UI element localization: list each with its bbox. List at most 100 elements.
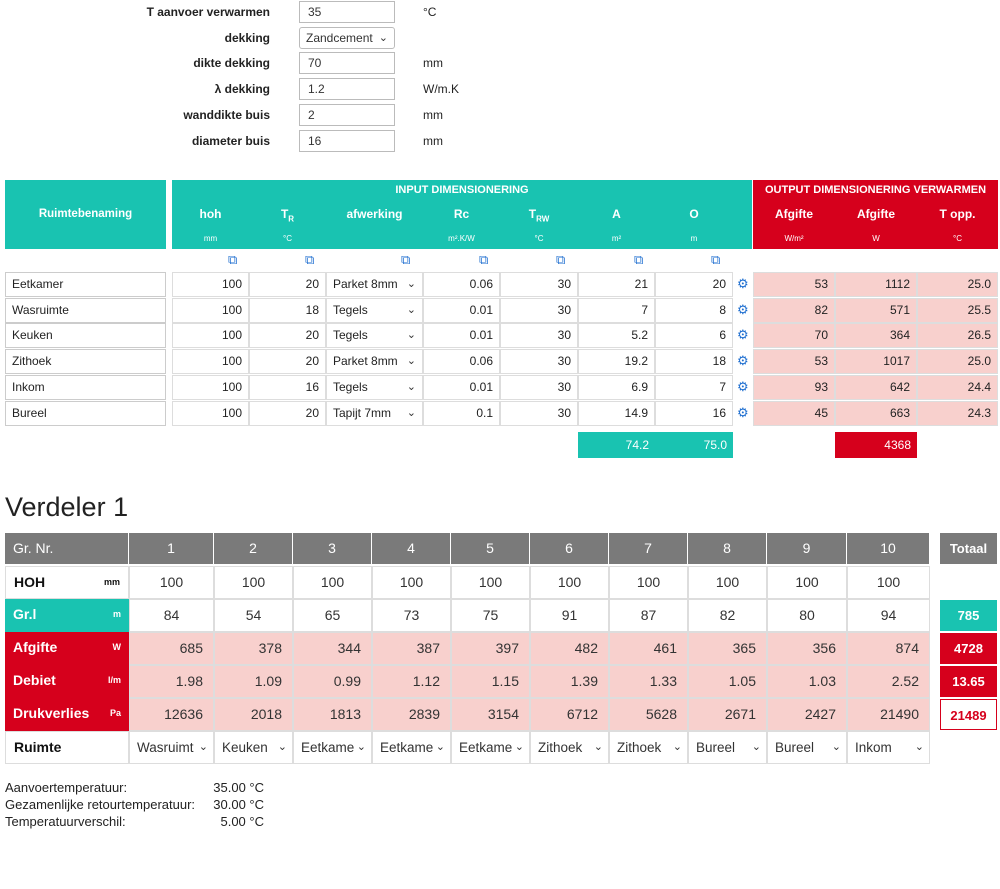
group-room-select[interactable]: Eetkame ⌄ — [293, 731, 372, 764]
tr-input[interactable]: 16 — [249, 375, 326, 400]
room-name-input[interactable]: Eetkamer — [5, 272, 166, 297]
group-number: 4 — [372, 533, 451, 564]
area-input[interactable]: 19.2 — [578, 349, 655, 374]
group-room-select[interactable]: Keuken ⌄ — [214, 731, 293, 764]
dikte-dekking-input[interactable] — [299, 52, 395, 74]
perimeter-input[interactable]: 8 — [655, 298, 733, 323]
chevron-down-icon: ⌄ — [406, 407, 416, 419]
gear-icon[interactable]: ⚙ — [737, 327, 749, 342]
trw-input[interactable]: 30 — [500, 272, 578, 297]
tr-input[interactable]: 20 — [249, 349, 326, 374]
hoh-value[interactable]: 100 — [847, 566, 930, 599]
group-room-select[interactable]: Eetkame ⌄ — [372, 731, 451, 764]
afgifte-m2-value: 70 — [753, 323, 835, 348]
room-name-input[interactable]: Inkom — [5, 375, 166, 400]
perimeter-input[interactable]: 6 — [655, 323, 733, 348]
tr-input[interactable]: 20 — [249, 401, 326, 426]
area-input[interactable]: 21 — [578, 272, 655, 297]
hoh-input[interactable]: 100 — [172, 401, 249, 426]
gear-icon[interactable]: ⚙ — [737, 353, 749, 368]
tr-input[interactable]: 18 — [249, 298, 326, 323]
afwerking-select[interactable]: Parket 8mm ⌄ — [326, 349, 423, 374]
perimeter-input[interactable]: 16 — [655, 401, 733, 426]
trw-input[interactable]: 30 — [500, 375, 578, 400]
tr-input[interactable]: 20 — [249, 272, 326, 297]
hoh-value[interactable]: 100 — [293, 566, 372, 599]
hoh-value[interactable]: 100 — [609, 566, 688, 599]
perimeter-input[interactable]: 18 — [655, 349, 733, 374]
group-room-select-value: Inkom — [855, 740, 892, 755]
trw-input[interactable]: 30 — [500, 298, 578, 323]
group-number: 10 — [847, 533, 930, 564]
hoh-input[interactable]: 100 — [172, 323, 249, 348]
hoh-value[interactable]: 100 — [129, 566, 214, 599]
group-debiet-value: 0.99 — [293, 665, 372, 698]
room-name-input[interactable]: Keuken — [5, 323, 166, 348]
afwerking-select[interactable]: Tegels ⌄ — [326, 298, 423, 323]
col-unit: °C — [953, 234, 962, 243]
perimeter-input[interactable]: 20 — [655, 272, 733, 297]
trw-input[interactable]: 30 — [500, 323, 578, 348]
t-aanvoer-input[interactable] — [299, 1, 395, 23]
wanddikte-input[interactable] — [299, 104, 395, 126]
copy-column-icon[interactable]: ⧉ — [228, 252, 238, 267]
group-room-select[interactable]: Zithoek ⌄ — [609, 731, 688, 764]
group-room-select[interactable]: Zithoek ⌄ — [530, 731, 609, 764]
setting-unit: mm — [423, 56, 443, 70]
group-afgifte-value: 356 — [767, 632, 847, 665]
gear-icon[interactable]: ⚙ — [737, 276, 749, 291]
room-name-input[interactable]: Wasruimte — [5, 298, 166, 323]
group-room-select[interactable]: Inkom ⌄ — [847, 731, 930, 764]
copy-column-icon[interactable]: ⧉ — [634, 252, 644, 267]
gear-icon[interactable]: ⚙ — [737, 405, 749, 420]
col-header-afgifte-w: Afgifte — [857, 207, 895, 221]
lambda-dekking-input[interactable] — [299, 78, 395, 100]
hoh-value[interactable]: 100 — [767, 566, 847, 599]
copy-column-icon[interactable]: ⧉ — [556, 252, 566, 267]
afwerking-select[interactable]: Tapijt 7mm ⌄ — [326, 401, 423, 426]
room-name-input[interactable]: Bureel — [5, 401, 166, 426]
dekking-select[interactable]: Zandcement ⌄ — [299, 27, 395, 49]
copy-column-icon[interactable]: ⧉ — [479, 252, 489, 267]
group-debiet-value: 1.15 — [451, 665, 530, 698]
group-room-select[interactable]: Eetkame ⌄ — [451, 731, 530, 764]
area-input[interactable]: 5.2 — [578, 323, 655, 348]
hoh-value[interactable]: 100 — [214, 566, 293, 599]
hoh-input[interactable]: 100 — [172, 298, 249, 323]
gear-icon[interactable]: ⚙ — [737, 302, 749, 317]
summary-verschil: Temperatuurverschil: 5.00 °C — [5, 814, 264, 829]
hoh-input[interactable]: 100 — [172, 349, 249, 374]
diameter-input[interactable] — [299, 130, 395, 152]
setting-unit: W/m.K — [423, 82, 459, 96]
afwerking-select[interactable]: Tegels ⌄ — [326, 323, 423, 348]
area-input[interactable]: 6.9 — [578, 375, 655, 400]
perimeter-input[interactable]: 7 — [655, 375, 733, 400]
hoh-value[interactable]: 100 — [688, 566, 767, 599]
afwerking-select[interactable]: Parket 8mm ⌄ — [326, 272, 423, 297]
trw-input[interactable]: 30 — [500, 401, 578, 426]
room-name-input[interactable]: Zithoek — [5, 349, 166, 374]
copy-column-icon[interactable]: ⧉ — [401, 252, 411, 267]
group-drukverlies-value: 2018 — [214, 698, 293, 731]
hoh-value[interactable]: 100 — [372, 566, 451, 599]
hoh-value[interactable]: 100 — [530, 566, 609, 599]
area-input[interactable]: 7 — [578, 298, 655, 323]
group-room-select[interactable]: Bureel ⌄ — [688, 731, 767, 764]
tr-input[interactable]: 20 — [249, 323, 326, 348]
hoh-input[interactable]: 100 — [172, 375, 249, 400]
group-debiet-value: 1.39 — [530, 665, 609, 698]
afwerking-select[interactable]: Tegels ⌄ — [326, 375, 423, 400]
copy-column-icon[interactable]: ⧉ — [305, 252, 315, 267]
area-input[interactable]: 14.9 — [578, 401, 655, 426]
topp-value: 24.3 — [917, 401, 998, 426]
group-room-select[interactable]: Bureel ⌄ — [767, 731, 847, 764]
hoh-value[interactable]: 100 — [451, 566, 530, 599]
copy-column-icon[interactable]: ⧉ — [711, 252, 721, 267]
group-debiet-value: 1.98 — [129, 665, 214, 698]
topp-value: 24.4 — [917, 375, 998, 400]
gear-icon[interactable]: ⚙ — [737, 379, 749, 394]
hoh-input[interactable]: 100 — [172, 272, 249, 297]
group-number: 1 — [129, 533, 214, 564]
trw-input[interactable]: 30 — [500, 349, 578, 374]
group-room-select[interactable]: Wasruimt ⌄ — [129, 731, 214, 764]
